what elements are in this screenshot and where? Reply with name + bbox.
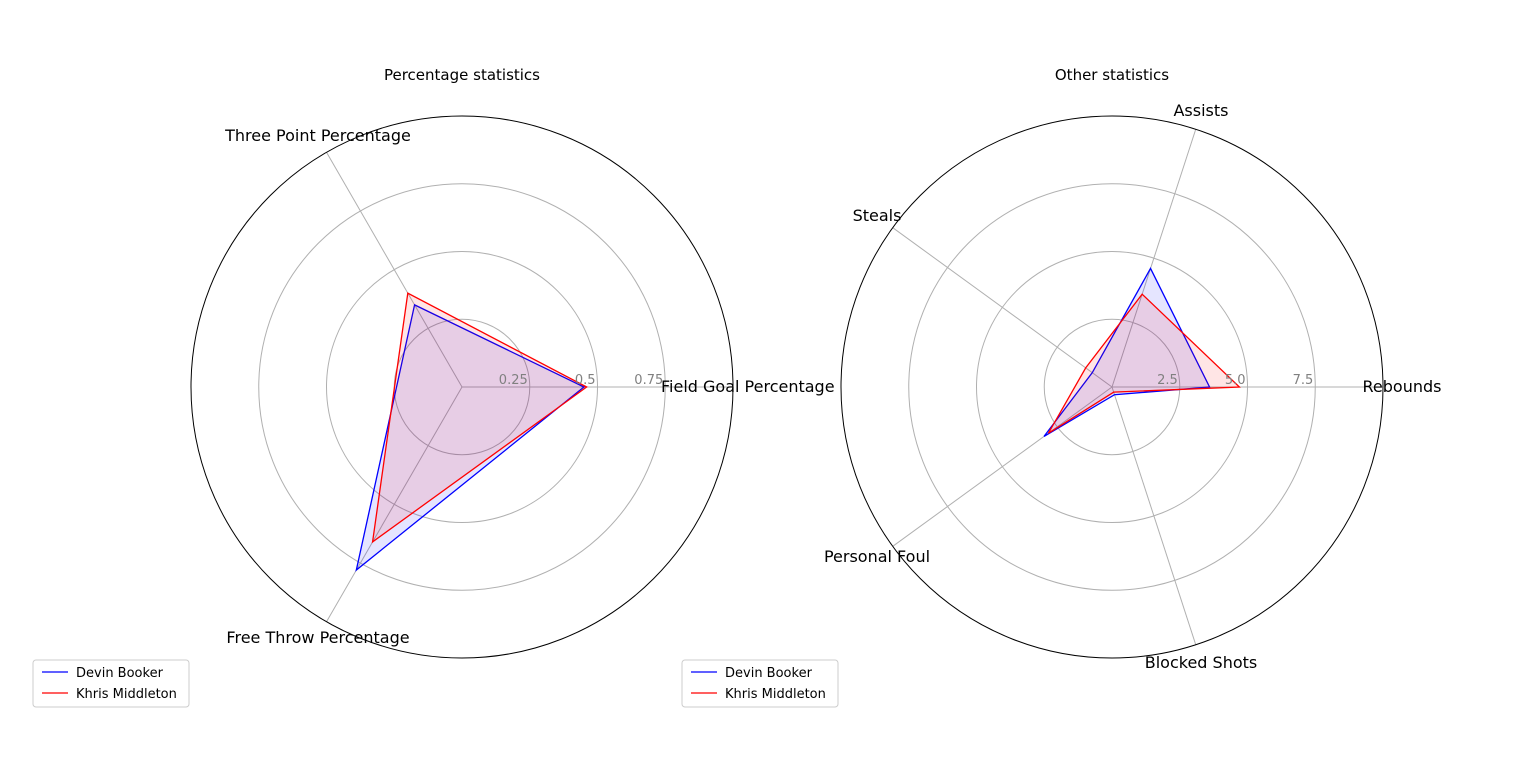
series-devin-booker [1043, 267, 1211, 437]
legend: Devin Booker Khris Middleton [681, 659, 839, 708]
r-tick-label: 0.5 [575, 373, 596, 388]
legend: Devin Booker Khris Middleton [32, 659, 190, 708]
spoke-three-point-percentage [326, 152, 463, 388]
category-label-blocked-shots: Blocked Shots [1145, 653, 1257, 672]
category-label-three-point-percentage: Three Point Percentage [224, 126, 411, 145]
legend-entry-khris-middleton: Khris Middleton [76, 687, 177, 702]
category-label-assists: Assists [1173, 101, 1228, 120]
r-tick-label: 0.75 [634, 373, 663, 388]
chart-title: Other statistics [1055, 66, 1169, 84]
category-label-field-goal-percentage: Field Goal Percentage [661, 377, 835, 396]
grid [258, 152, 733, 622]
spoke-personal-foul [892, 386, 1113, 547]
series-devin-booker [355, 303, 586, 572]
series-khris-middleton [371, 292, 588, 544]
legend-box [681, 659, 839, 708]
r-tick-label: 2.5 [1157, 373, 1178, 388]
category-label-personal-foul: Personal Foul [824, 547, 930, 566]
legend-entry-devin-booker: Devin Booker [76, 666, 164, 681]
category-label-steals: Steals [853, 206, 902, 225]
spoke-blocked-shots [1111, 386, 1197, 645]
r-tick-label: 7.5 [1293, 373, 1314, 388]
legend-entry-khris-middleton: Khris Middleton [725, 687, 826, 702]
legend-box [32, 659, 190, 708]
legend-entry-devin-booker: Devin Booker [725, 666, 813, 681]
grid [892, 129, 1383, 645]
radar-chart-other: Other statistics 2.5 5.0 7.5 Rebounds Assist… [681, 66, 1442, 708]
series-khris-middleton [1047, 293, 1241, 434]
r-tick-label: 5.0 [1225, 373, 1246, 388]
r-tick-label: 0.25 [499, 373, 528, 388]
polar-frame [190, 115, 734, 659]
polar-frame [840, 115, 1384, 659]
category-label-free-throw-percentage: Free Throw Percentage [226, 628, 409, 647]
spoke-steals [892, 227, 1113, 388]
chart-title: Percentage statistics [384, 66, 540, 84]
category-label-rebounds: Rebounds [1363, 377, 1442, 396]
spoke-free-throw-percentage [326, 386, 463, 622]
spoke-assists [1111, 129, 1197, 388]
